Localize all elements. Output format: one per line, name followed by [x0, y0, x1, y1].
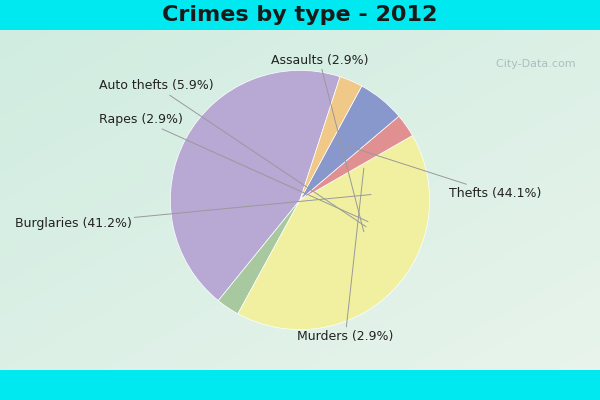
Text: Auto thefts (5.9%): Auto thefts (5.9%): [98, 80, 366, 227]
Wedge shape: [300, 77, 362, 200]
Wedge shape: [218, 200, 300, 314]
Text: Murders (2.9%): Murders (2.9%): [297, 168, 394, 342]
Text: Rapes (2.9%): Rapes (2.9%): [100, 113, 368, 222]
Text: Burglaries (41.2%): Burglaries (41.2%): [14, 194, 371, 230]
Text: Thefts (44.1%): Thefts (44.1%): [346, 146, 541, 200]
Text: Assaults (2.9%): Assaults (2.9%): [271, 54, 368, 232]
Wedge shape: [238, 136, 430, 330]
Wedge shape: [300, 86, 399, 200]
Text: Crimes by type - 2012: Crimes by type - 2012: [163, 5, 437, 25]
Text: City-Data.com: City-Data.com: [490, 59, 576, 69]
Wedge shape: [170, 70, 340, 301]
Wedge shape: [300, 116, 412, 200]
